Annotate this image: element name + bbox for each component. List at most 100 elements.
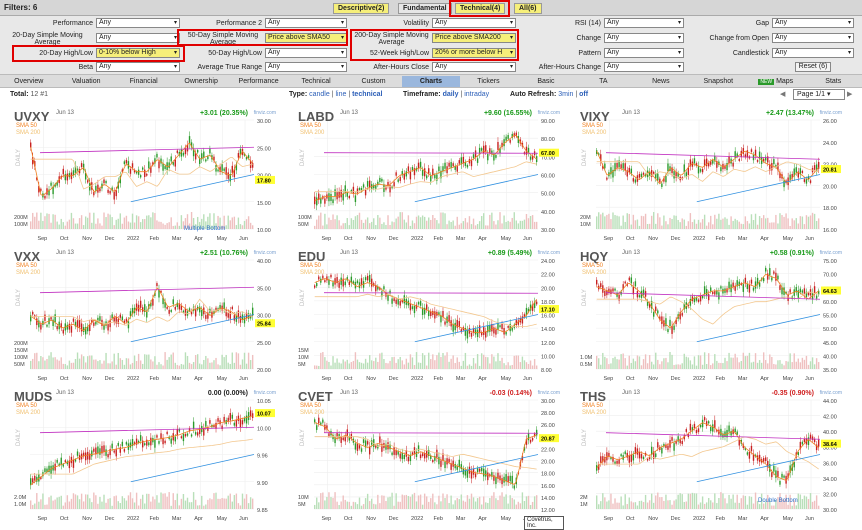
volume-bar [448,503,450,509]
refresh-3min-link[interactable]: 3min [558,91,574,98]
view-tab-performance[interactable]: Performance [230,76,287,87]
type-candle-link[interactable]: candle [309,91,330,98]
candle-body [695,297,698,301]
filter-select[interactable]: Any ▾ [265,18,347,28]
volume-bar [442,212,444,229]
page-select[interactable]: Page 1/1 ▾ [793,89,845,100]
candle-body [223,416,225,422]
stock-chart-hqy[interactable]: 75.0070.0065.0060.0055.0050.0045.0040.00… [578,248,846,383]
volume-bar [695,365,698,369]
volume-bar [371,221,373,229]
filter-select[interactable]: Any ▾ [772,48,854,58]
volume-bar [101,225,103,229]
timeframe-intraday-link[interactable]: intraday [464,91,490,98]
filter-select[interactable]: Any ▾ [604,33,684,43]
filter-select[interactable]: 0-10% below High ▾ [96,48,180,58]
view-tab-snapshot[interactable]: Snapshot [690,76,747,87]
filter-select[interactable]: Any ▾ [604,62,684,72]
volume-bar [695,493,698,509]
volume-tick-label: 10M [298,355,309,361]
stock-chart-labd[interactable]: 90.00 80.00 70.00 60.00 50.00 40.00 30.00 100M 5… [296,108,564,243]
timeframe-daily-link[interactable]: daily [442,91,459,98]
view-tab-overview[interactable]: Overview [0,76,57,87]
stock-chart-cvet[interactable]: 30.0028.0026.0024.0022.0020.0018.0016.00… [296,388,564,530]
view-tab-maps[interactable]: NEW Maps [747,76,804,87]
view-tab-tickers[interactable]: Tickers [460,76,517,87]
candle-body [618,160,620,168]
next-page-icon[interactable]: ▶ [847,91,853,98]
candle-body [683,303,685,310]
filter-select[interactable]: Any ▾ [265,48,347,58]
filter-select[interactable]: Any ▾ [604,18,684,28]
sma50-legend: SMA 50 [16,263,38,269]
candle-body [123,161,126,165]
last-price-label: 20.81 [823,168,837,174]
candle-body [665,176,667,183]
volume-bar [775,364,777,369]
tab-descriptive[interactable]: Descriptive(2) [333,3,390,14]
reset-button[interactable]: Reset (6) [795,62,831,72]
view-tab-ta[interactable]: TA [575,76,632,87]
filter-select[interactable]: Price above SMA200 ▾ [432,33,516,43]
daily-watermark: DAILY [16,429,22,446]
stock-chart-edu[interactable]: 24.00 22.00 20.00 18.00 16.00 14.00 12.00 10.00… [296,248,564,383]
volume-bar [105,502,107,509]
view-tab-valuation[interactable]: Valuation [57,76,114,87]
view-tab-news[interactable]: News [632,76,689,87]
tab-technical[interactable]: Technical(4) [455,3,506,14]
view-tab-ownership[interactable]: Ownership [172,76,229,87]
view-tab-basic[interactable]: Basic [517,76,574,87]
tab-fundamental[interactable]: Fundamental [398,3,452,14]
candle-body [316,425,318,430]
view-tab-technical[interactable]: Technical [287,76,344,87]
candle-body [602,456,604,462]
filter-select[interactable]: Any ▾ [96,33,180,43]
candle-body [817,290,820,295]
stock-chart-vxx[interactable]: 40.00 35.00 30.00 25.00 20.00 200M 150M 100M 50M… [12,248,280,383]
volume-bar [407,362,410,369]
candle-body [95,185,97,191]
view-tab-stats[interactable]: Stats [805,76,862,87]
type-line-link[interactable]: line [335,91,347,98]
prev-page-icon[interactable]: ◀ [780,91,786,98]
type-technical-link[interactable]: technical [352,91,383,98]
view-tab-custom[interactable]: Custom [345,76,402,87]
volume-bar [354,352,357,369]
volume-bar [205,504,207,509]
volume-bar [642,216,645,229]
filter-select[interactable]: Any ▾ [772,18,854,28]
volume-bar [535,365,538,369]
candle-body [203,151,205,158]
stock-chart-muds[interactable]: 10.05 10.00 9.96 9.90 9.85 2.0M 1.0M Sep Oct Nov D… [12,388,280,523]
refresh-off-link[interactable]: off [579,91,589,98]
filter-select[interactable]: Any ▾ [772,33,854,43]
candle-body [184,148,187,155]
volume-bar [170,354,172,369]
candle-body [119,314,121,318]
filter-select[interactable]: Any ▾ [96,18,180,28]
candle-body [448,162,450,167]
filter-select[interactable]: Any ▾ [432,18,516,28]
y-tick-label: 16.00 [541,314,555,320]
volume-bar [671,218,673,229]
volume-tick-label: 5M [298,362,306,368]
candle-body [360,448,363,452]
view-tab-financial[interactable]: Financial [115,76,172,87]
candle-body [182,152,185,156]
stock-chart-ths[interactable]: 44.00 42.00 40.00 38.00 36.00 34.00 32.00 30.00… [578,388,846,523]
volume-bar [182,364,185,369]
volume-bar [813,213,816,229]
candle-body [636,448,639,455]
filter-select[interactable]: 20% or more below H ▾ [432,48,516,58]
filter-select[interactable]: Any ▾ [265,62,347,72]
candle-body [217,169,219,172]
stock-chart-vixy[interactable]: 26.0024.0022.0020.0018.0016.0020M10MSepO… [578,108,846,243]
view-tab-charts[interactable]: Charts [402,76,460,87]
candle-body [158,441,160,444]
stock-chart-uvxy[interactable]: 30.0025.0020.0015.0010.00200M100MSepOctN… [12,108,280,243]
filter-select[interactable]: Any ▾ [604,48,684,58]
filter-select[interactable]: Any ▾ [432,62,516,72]
volume-bar [448,220,450,229]
filter-select[interactable]: Any ▾ [96,62,180,72]
tab-all[interactable]: All(6) [514,3,542,14]
